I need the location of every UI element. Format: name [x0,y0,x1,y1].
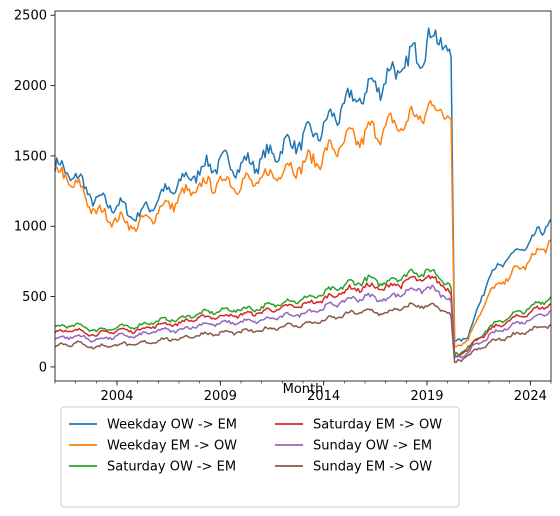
series-line-3 [55,268,551,357]
legend-entry: Sunday OW -> EM [313,439,432,454]
series-line-2 [55,100,551,348]
legend-box [60,406,460,508]
series-line-6 [55,302,551,364]
y-tick-label: 500 [22,290,47,305]
legend-entry: Weekday OW -> EM [107,418,237,433]
series-line-4 [55,274,551,358]
plot-area [55,27,551,364]
x-tick-label: 2019 [410,389,443,404]
series-line-5 [55,284,551,359]
series-line-1 [55,27,551,343]
legend-entry: Saturday EM -> OW [313,418,442,433]
y-axis: 0 500 1000 1500 2000 2500 [14,9,55,375]
legend-entry: Sunday EM -> OW [313,460,432,475]
y-tick-label: 1500 [14,149,47,164]
x-tick-label: 2004 [100,389,133,404]
x-tick-label: 2014 [307,389,340,404]
x-axis-label: Month [283,382,324,397]
x-tick-label: 2009 [204,389,237,404]
legend-entry: Weekday EM -> OW [107,439,237,454]
y-tick-label: 0 [39,360,47,375]
y-tick-label: 1000 [14,220,47,235]
x-tick-label: 2024 [514,389,547,404]
legend-entry: Saturday OW -> EM [107,460,236,475]
x-axis: 2004 2009 2014 2019 2024 [54,381,552,404]
legend: Weekday OW -> EM Weekday EM -> OW Saturday… [60,406,460,508]
y-tick-label: 2500 [14,9,47,24]
y-tick-label: 2000 [14,79,47,94]
